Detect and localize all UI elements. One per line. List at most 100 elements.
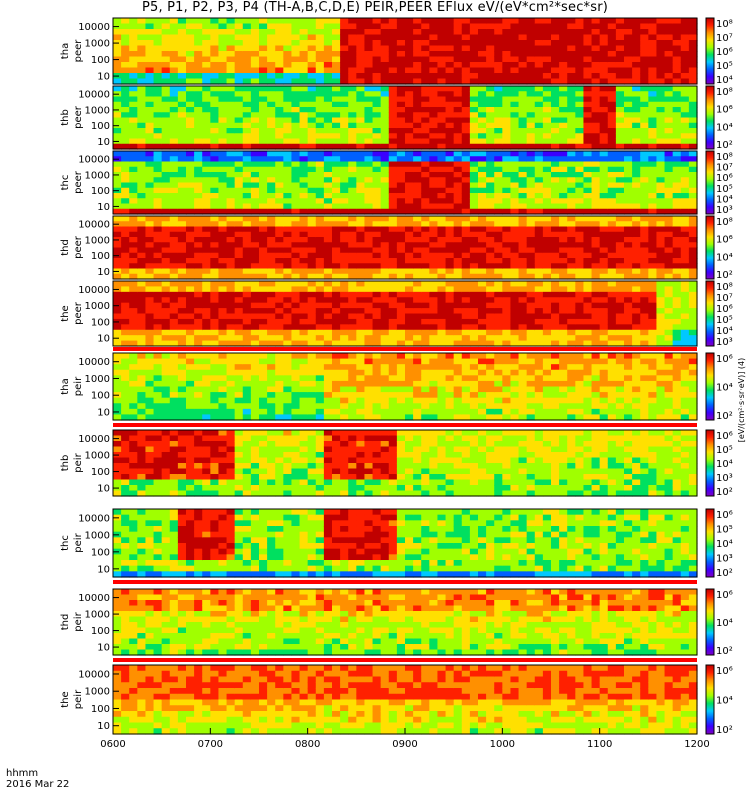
colorbar-7 <box>705 429 715 497</box>
colorbar-tick-label: 10⁴ <box>716 252 733 263</box>
panel-frame-1 <box>112 17 698 85</box>
panel-ylabel: tha <box>60 43 71 59</box>
panel-frame-4 <box>112 215 698 280</box>
y-tick-label: 10000 <box>78 220 110 231</box>
y-tick-label: 100 <box>91 391 110 402</box>
panel-frame-9 <box>112 588 698 656</box>
colorbar-tick-label: 10⁶ <box>716 304 733 315</box>
x-tick-label: 1200 <box>684 739 709 750</box>
colorbar-1 <box>705 17 715 85</box>
colorbar-tick-label: 10⁴ <box>716 194 733 205</box>
colorbar-tick-label: 10⁵ <box>716 525 733 536</box>
panel-ylabel: the <box>60 305 71 321</box>
data-gap-band <box>113 423 697 427</box>
colorbar-tick-label: 10² <box>716 270 733 281</box>
y-tick-label: 1000 <box>85 105 110 116</box>
time-axis-footer: hhmm 2016 Mar 22 <box>6 768 69 790</box>
date-label: 2016 Mar 22 <box>6 779 70 790</box>
data-gap-band <box>113 580 697 584</box>
colorbar-8 <box>705 508 715 578</box>
y-tick-label: 100 <box>91 547 110 558</box>
panel-ylabel: thd <box>60 614 71 631</box>
y-tick-label: 10 <box>97 72 110 83</box>
colorbar-tick-label: 10⁶ <box>716 47 733 58</box>
colorbar-2 <box>705 85 715 150</box>
y-tick-label: 100 <box>91 55 110 66</box>
colorbar-tick-label: 10² <box>716 646 733 657</box>
colorbar-6 <box>705 352 715 421</box>
y-tick-label: 10 <box>97 564 110 575</box>
colorbar-tick-label: 10⁸ <box>716 217 733 228</box>
colorbar-tick-label: 10⁴ <box>716 383 733 394</box>
panel-frame-2 <box>112 85 698 150</box>
colorbar-tick-label: 10² <box>716 725 733 736</box>
colorbar-tick-label: 10⁶ <box>716 590 733 601</box>
colorbar-9 <box>705 588 715 656</box>
colorbar-tick-label: 10⁶ <box>716 510 733 521</box>
y-tick-label: 1000 <box>85 170 110 181</box>
y-tick-label: 1000 <box>85 610 110 621</box>
y-tick-label: 100 <box>91 467 110 478</box>
colorbar-10 <box>705 664 715 735</box>
x-tick-label: 1100 <box>587 739 612 750</box>
colorbar-tick-label: 10⁷ <box>716 163 733 174</box>
data-gap-band <box>113 658 697 662</box>
y-tick-label: 100 <box>91 626 110 637</box>
panel-ylabel: thb <box>60 455 71 472</box>
x-tick-label: 0900 <box>392 739 417 750</box>
y-tick-label: 100 <box>91 186 110 197</box>
colorbar-tick-label: 10⁵ <box>716 184 733 195</box>
panel-ylabel: thc <box>60 535 71 551</box>
colorbar-tick-label: 10² <box>716 411 733 422</box>
panel-ylabel: peir <box>73 532 84 552</box>
colorbar-tick-label: 10⁵ <box>716 61 733 72</box>
y-tick-label: 10 <box>97 202 110 213</box>
colorbar-tick-label: 10⁵ <box>716 315 733 326</box>
panel-ylabel: peer <box>73 170 84 194</box>
panel-ylabel: thd <box>60 239 71 256</box>
colorbar-tick-label: 10⁴ <box>716 122 733 133</box>
panel-ylabel: peir <box>73 452 84 472</box>
colorbar-tick-label: 10⁶ <box>716 354 733 365</box>
y-tick-label: 10000 <box>78 434 110 445</box>
y-tick-label: 10 <box>97 721 110 732</box>
colorbar-tick-label: 10⁶ <box>716 235 733 246</box>
panel-ylabel: the <box>60 691 71 707</box>
colorbar-5 <box>705 280 715 347</box>
y-tick-label: 1000 <box>85 374 110 385</box>
spectrogram-panel-6 <box>113 353 698 421</box>
colorbar-tick-label: 10⁴ <box>716 75 733 86</box>
colorbar-tick-label: 10⁸ <box>716 152 733 163</box>
colorbar-tick-label: 10⁸ <box>716 282 733 293</box>
spectrogram-panel-8 <box>113 509 698 578</box>
y-tick-label: 1000 <box>85 530 110 541</box>
colorbar-4 <box>705 215 715 280</box>
colorbar-tick-label: 10⁴ <box>716 539 733 550</box>
colorbar-tick-label: 10³ <box>716 337 733 348</box>
spectrogram-panel-5 <box>113 281 698 347</box>
colorbar-tick-label: 10⁶ <box>716 105 733 116</box>
spectrogram-panel-7 <box>113 430 698 497</box>
y-tick-label: 10000 <box>78 357 110 368</box>
colorbar-unit-label: [eV/(cm²·s·sr·eV)] (4) <box>737 358 746 443</box>
colorbar-tick-label: 10³ <box>716 473 733 484</box>
time-format-label: hhmm <box>6 768 39 779</box>
panel-frame-6 <box>112 352 698 421</box>
y-tick-label: 10000 <box>78 285 110 296</box>
colorbar-3 <box>705 150 715 215</box>
colorbar-tick-label: 10² <box>716 487 733 498</box>
spectrogram-panel-10 <box>113 665 698 735</box>
panel-ylabel: thc <box>60 175 71 191</box>
y-tick-label: 100 <box>91 317 110 328</box>
colorbar-tick-label: 10² <box>716 568 733 579</box>
y-tick-label: 1000 <box>85 39 110 50</box>
colorbar-tick-label: 10⁴ <box>716 696 733 707</box>
colorbar-tick-label: 10⁷ <box>716 293 733 304</box>
panel-ylabel: peer <box>73 39 84 63</box>
y-tick-label: 100 <box>91 704 110 715</box>
y-tick-label: 10000 <box>78 22 110 33</box>
colorbar-tick-label: 10⁴ <box>716 618 733 629</box>
panel-frame-5 <box>112 280 698 347</box>
panel-frame-8 <box>112 508 698 578</box>
y-tick-label: 10 <box>97 267 110 278</box>
